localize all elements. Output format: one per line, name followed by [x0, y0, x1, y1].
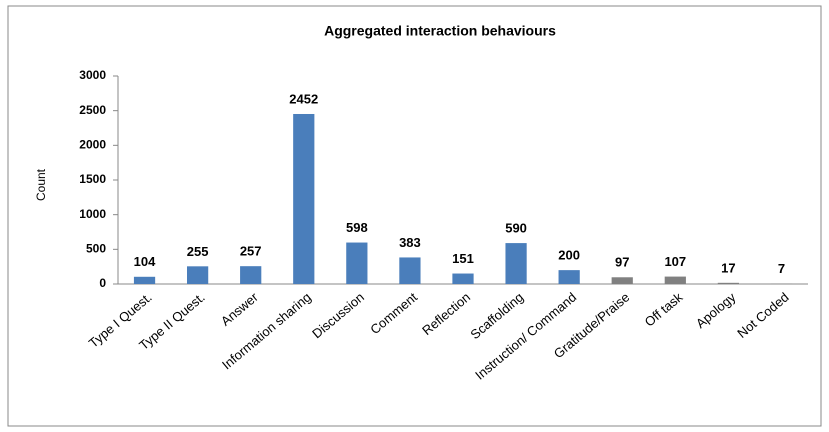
- value-label: 17: [721, 260, 735, 275]
- bar: [664, 276, 686, 284]
- value-label: 255: [187, 244, 209, 259]
- y-tick-label: 2500: [79, 103, 106, 117]
- value-label: 200: [558, 248, 580, 263]
- bar: [133, 276, 156, 284]
- value-label: 590: [505, 221, 527, 236]
- bar: [717, 282, 739, 284]
- y-tick-label: 2000: [79, 138, 106, 152]
- value-label: 107: [664, 254, 686, 269]
- bar: [558, 270, 580, 284]
- bar: [505, 243, 527, 284]
- value-label: 104: [134, 254, 156, 269]
- bar: [452, 273, 474, 284]
- value-label: 151: [452, 251, 474, 266]
- value-label: 2452: [289, 91, 318, 106]
- chart-title: Aggregated interaction behaviours: [324, 23, 556, 39]
- y-tick-label: 1500: [79, 172, 106, 186]
- value-label: 257: [240, 244, 262, 259]
- chart-frame: [7, 5, 822, 427]
- y-tick-label: 1000: [79, 207, 106, 221]
- bar: [187, 266, 209, 284]
- bar: [346, 242, 368, 284]
- bar: [293, 113, 315, 285]
- value-label: 598: [346, 220, 368, 235]
- value-label: 7: [778, 261, 785, 276]
- bar: [399, 257, 421, 284]
- bar: [611, 277, 633, 284]
- y-axis-label: Count: [34, 168, 48, 201]
- y-tick-label: 0: [99, 276, 106, 290]
- y-tick-label: 500: [86, 242, 106, 256]
- bar: [240, 266, 262, 284]
- value-label: 97: [615, 255, 629, 270]
- value-label: 383: [399, 235, 421, 250]
- y-tick-label: 3000: [79, 68, 106, 82]
